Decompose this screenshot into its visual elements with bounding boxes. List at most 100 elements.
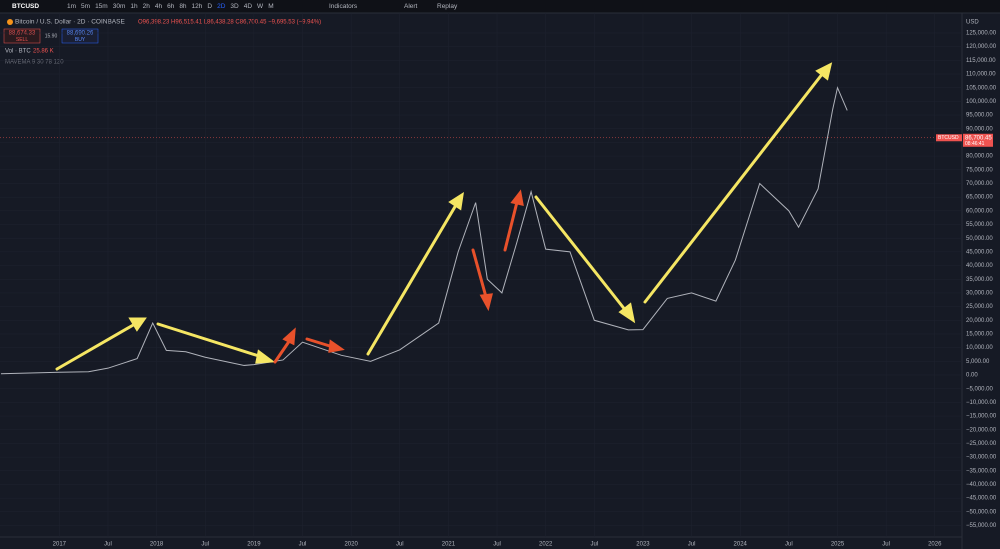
y-tick-label: 70,000.00 <box>966 181 993 187</box>
arrow <box>643 71 825 304</box>
arrow-head <box>618 302 636 324</box>
arrow <box>305 337 335 349</box>
arrow-head <box>255 349 276 364</box>
symbol-tag <box>936 134 962 142</box>
y-tick-label: 110,000.00 <box>966 72 996 78</box>
arrow-head <box>128 317 147 332</box>
y-tick-label: −45,000.00 <box>966 496 997 502</box>
y-tick-label: −25,000.00 <box>966 441 997 447</box>
y-tick-label: −40,000.00 <box>966 482 997 488</box>
x-tick-label: Jul <box>882 542 890 548</box>
x-tick-label: Jul <box>104 542 112 548</box>
interval-button[interactable]: 12h <box>192 3 203 10</box>
interval-button[interactable]: 4h <box>155 3 163 10</box>
ma-label: MAVEMA 9 30 78 120 <box>5 60 64 66</box>
x-tick-label: Jul <box>299 542 307 548</box>
sell-price: 88,674.33 <box>9 31 36 37</box>
interval-button[interactable]: 30m <box>113 3 126 10</box>
interval-button[interactable]: 2h <box>143 3 151 10</box>
sell-label: SELL <box>16 37 28 43</box>
x-tick-label: 2019 <box>247 542 261 548</box>
x-tick-label: 2021 <box>442 542 456 548</box>
y-tick-label: 75,000.00 <box>966 167 993 173</box>
arrow <box>503 200 519 252</box>
spread: 15.90 <box>45 33 58 39</box>
y-tick-label: 0.00 <box>966 373 978 379</box>
interval-button[interactable]: 1h <box>130 3 138 10</box>
arrow-head <box>815 62 833 81</box>
interval-button[interactable]: 1m <box>67 3 76 10</box>
y-tick-label: 65,000.00 <box>966 195 993 201</box>
arrow <box>55 322 137 371</box>
x-tick-label: 2024 <box>734 542 748 548</box>
interval-button[interactable]: 2D <box>217 3 226 10</box>
plot <box>0 13 962 537</box>
y-tick-label: 40,000.00 <box>966 263 993 269</box>
y-tick-label: −15,000.00 <box>966 414 997 420</box>
price-line <box>0 86 848 375</box>
x-tick-label: 2023 <box>636 542 650 548</box>
arrow <box>156 322 264 359</box>
y-tick-label: 120,000.00 <box>966 44 997 50</box>
volume-value: 25.86 K <box>33 49 54 55</box>
symbol-icon <box>7 19 13 25</box>
symbol-search[interactable]: BTCUSD <box>12 3 39 10</box>
interval-button[interactable]: 6h <box>167 3 175 10</box>
annotations <box>55 62 833 371</box>
interval-button[interactable]: M <box>268 3 273 10</box>
x-tick-label: Jul <box>201 542 209 548</box>
arrow-head <box>448 191 464 211</box>
y-tick-label: −5,000.00 <box>966 386 994 392</box>
y-tick-label: −50,000.00 <box>966 509 997 515</box>
interval-button[interactable]: D <box>207 3 212 10</box>
y-tick-label: 95,000.00 <box>966 113 993 119</box>
indicators-button[interactable]: Indicators <box>329 3 358 10</box>
y-tick-label: 15,000.00 <box>966 332 993 338</box>
arrow-head <box>510 189 524 206</box>
interval-button[interactable]: 8h <box>179 3 187 10</box>
x-tick-label: 2017 <box>53 542 67 548</box>
interval-button[interactable]: W <box>257 3 264 10</box>
y-tick-label: 35,000.00 <box>966 277 993 283</box>
arrow <box>273 338 292 364</box>
x-tick-label: 2020 <box>344 542 358 548</box>
arrow <box>366 203 458 356</box>
arrow <box>534 195 628 313</box>
y-tick-label: 80,000.00 <box>966 154 993 160</box>
y-tick-label: −55,000.00 <box>966 523 997 529</box>
y-tick-label: 25,000.00 <box>966 304 993 310</box>
interval-button[interactable]: 4D <box>244 3 253 10</box>
interval-button[interactable]: 15m <box>95 3 108 10</box>
buy-button[interactable] <box>61 28 99 44</box>
y-tick-label: 60,000.00 <box>966 208 993 214</box>
x-tick-label: Jul <box>590 542 598 548</box>
y-tick-label: 30,000.00 <box>966 291 993 297</box>
ohlc: O96,398.23 H96,515.41 L86,438.28 C86,700… <box>138 20 321 26</box>
alert-button[interactable]: Alert <box>404 3 418 10</box>
y-tick-label: 125,000.00 <box>966 31 997 37</box>
interval-button[interactable]: 3D <box>230 3 239 10</box>
interval-button[interactable]: 5m <box>81 3 90 10</box>
sell-button[interactable] <box>3 28 41 44</box>
y-tick-label: −10,000.00 <box>966 400 997 406</box>
replay-button[interactable]: Replay <box>437 3 458 10</box>
y-tick-label: 100,000.00 <box>966 99 997 105</box>
x-tick-label: 2026 <box>928 542 942 548</box>
volume-label: Vol · BTC <box>5 49 31 55</box>
y-tick-label: 5,000.00 <box>966 359 990 365</box>
x-tick-label: Jul <box>785 542 793 548</box>
x-tick-label: 2022 <box>539 542 553 548</box>
x-tick-label: Jul <box>396 542 404 548</box>
x-tick-label: 2025 <box>831 542 845 548</box>
symbol-tag-label: BTCUSD <box>938 135 959 141</box>
arrow-head <box>282 327 296 346</box>
arrow-head <box>328 339 345 353</box>
toolbar <box>0 0 1000 13</box>
y-tick-label: 115,000.00 <box>966 58 996 64</box>
currency: USD <box>966 20 979 26</box>
x-tick-label: Jul <box>688 542 696 548</box>
y-tick-label: −35,000.00 <box>966 468 997 474</box>
